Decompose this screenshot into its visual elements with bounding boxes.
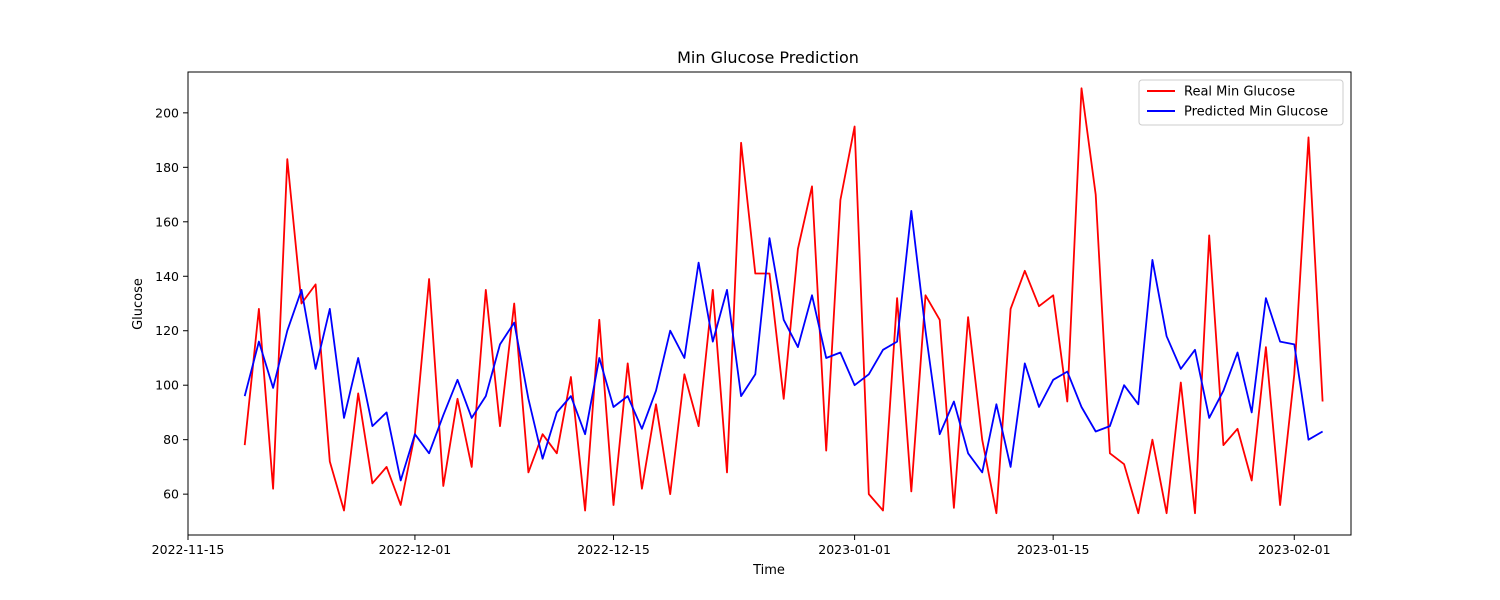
y-tick-label: 80 (163, 432, 179, 447)
x-axis: 2022-11-15 2022-12-01 2022-12-15 2023-01-01… (152, 535, 1331, 557)
legend-label-predicted: Predicted Min Glucose (1184, 105, 1328, 120)
series-line-predicted (243, 209, 1324, 482)
y-tick-label: 160 (155, 214, 179, 229)
y-tick-label: 140 (155, 269, 179, 284)
y-tick-label: 200 (155, 105, 179, 120)
series-layer (243, 87, 1324, 515)
chart-title: Min Glucose Prediction (677, 48, 859, 67)
y-axis-label: Glucose (131, 278, 146, 330)
y-axis: 60 80 100 120 140 160 180 200 (155, 105, 188, 502)
x-tick-label: 2023-01-01 (818, 542, 891, 557)
legend-box (1138, 79, 1344, 126)
y-tick-label: 100 (155, 378, 179, 393)
series-line-real (243, 87, 1324, 515)
y-tick-label: 180 (155, 160, 179, 175)
x-tick-label: 2022-12-01 (379, 542, 452, 557)
legend: Real Min Glucose Predicted Min Glucose (1138, 79, 1344, 126)
y-tick-label: 120 (155, 323, 179, 338)
x-tick-label: 2023-02-01 (1258, 542, 1331, 557)
plot-area-frame (187, 71, 1352, 536)
x-tick-label: 2022-11-15 (152, 542, 225, 557)
x-axis-label: Time (752, 563, 785, 578)
y-tick-label: 60 (163, 487, 179, 502)
x-tick-label: 2022-12-15 (577, 542, 650, 557)
x-tick-label: 2023-01-15 (1017, 542, 1090, 557)
legend-label-real: Real Min Glucose (1184, 85, 1295, 100)
